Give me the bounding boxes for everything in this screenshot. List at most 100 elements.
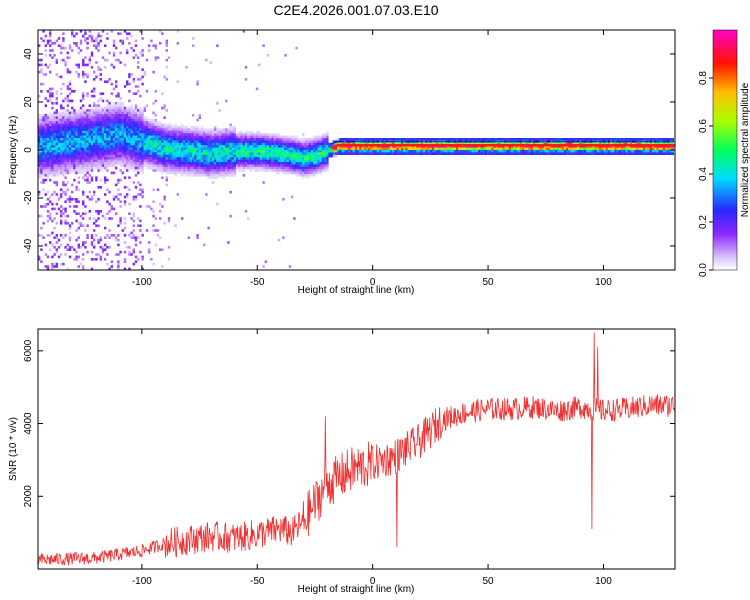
heatmap-cell — [203, 243, 206, 247]
heatmap-cell — [49, 140, 52, 143]
heatmap-cell — [368, 145, 371, 148]
heatmap-cell — [99, 109, 102, 112]
heatmap-cell — [93, 116, 96, 119]
heatmap-cell — [42, 188, 45, 191]
heatmap-cell — [132, 157, 135, 160]
heatmap-cell — [165, 183, 168, 187]
heatmap-cell — [93, 190, 96, 194]
heatmap-cell — [77, 226, 80, 230]
heatmap-cell — [161, 205, 164, 208]
heatmap-cell — [445, 152, 448, 155]
heatmap-cell — [302, 133, 305, 136]
heatmap-cell — [117, 111, 120, 115]
heatmap-cell — [141, 164, 144, 167]
heatmap-cell — [167, 219, 171, 223]
heatmap-cell — [225, 154, 228, 158]
heatmap-cell — [40, 114, 43, 117]
heatmap-cell — [337, 152, 340, 155]
heatmap-cell — [603, 152, 606, 155]
heatmap-cell — [295, 147, 298, 151]
heatmap-cell — [341, 152, 344, 155]
heatmap-cell — [662, 147, 666, 151]
heatmap-cell — [60, 118, 63, 122]
heatmap-cell — [326, 135, 329, 139]
heatmap-cell — [115, 123, 118, 127]
heatmap-cell — [71, 147, 74, 151]
heatmap-cell — [379, 140, 382, 143]
heatmap-cell — [339, 138, 342, 141]
heatmap-cell — [75, 147, 78, 151]
heatmap-cell — [152, 123, 155, 127]
heatmap-cell — [643, 150, 646, 153]
heatmap-cell — [214, 133, 217, 136]
heatmap-cell — [207, 159, 210, 163]
heatmap-cell — [304, 166, 307, 170]
heatmap-cell — [295, 142, 298, 146]
heatmap-cell — [38, 171, 41, 175]
heatmap-cell — [38, 118, 41, 122]
heatmap-cell — [115, 162, 118, 165]
heatmap-cell — [381, 152, 384, 155]
heatmap-cell — [84, 154, 87, 158]
heatmap-cell — [51, 231, 54, 235]
heatmap-cell — [93, 44, 96, 47]
heatmap-cell — [86, 224, 89, 227]
heatmap-cell — [207, 138, 210, 141]
heatmap-cell — [90, 140, 94, 143]
heatmap-cell — [40, 162, 43, 165]
heatmap-cell — [181, 174, 184, 177]
heatmap-cell — [271, 154, 274, 158]
heatmap-cell — [163, 164, 166, 167]
heatmap-cell — [90, 135, 94, 139]
heatmap-cell — [126, 32, 129, 35]
heatmap-cell — [205, 135, 208, 139]
heatmap-cell — [51, 140, 54, 143]
heatmap-cell — [49, 118, 52, 122]
heatmap-cell — [57, 37, 61, 40]
heatmap-cell — [121, 104, 124, 107]
heatmap-cell — [88, 133, 91, 136]
heatmap-cell — [222, 157, 226, 160]
heatmap-cell — [93, 70, 96, 74]
heatmap-cell — [242, 157, 245, 160]
heatmap-cell — [134, 152, 138, 155]
heatmap-cell — [170, 169, 173, 172]
heatmap-cell — [165, 157, 168, 160]
heatmap-cell — [93, 138, 96, 141]
heatmap-cell — [95, 111, 98, 115]
heatmap-cell — [44, 265, 47, 268]
heatmap-cell — [192, 154, 195, 158]
heatmap-cell — [51, 92, 54, 95]
heatmap-cell — [238, 140, 241, 143]
heatmap-cell — [57, 116, 61, 119]
heatmap-cell — [82, 70, 85, 74]
heatmap-cell — [84, 157, 87, 160]
heatmap-cell — [315, 135, 318, 139]
heatmap-cell — [77, 66, 80, 69]
heatmap-cell — [313, 147, 316, 151]
heatmap-cell — [51, 255, 54, 259]
heatmap-cell — [319, 157, 322, 160]
heatmap-cell — [196, 147, 199, 151]
heatmap-cell — [568, 138, 571, 141]
heatmap-cell — [150, 147, 153, 151]
heatmap-cell — [640, 140, 644, 143]
heatmap-cell — [649, 138, 652, 141]
heatmap-cell — [163, 195, 166, 199]
heatmap-cell — [53, 130, 56, 134]
heatmap-cell — [321, 169, 325, 172]
heatmap-cell — [269, 147, 272, 151]
heatmap-cell — [84, 169, 87, 172]
heatmap-cell — [229, 128, 232, 131]
heatmap-cell — [557, 140, 560, 143]
heatmap-cell — [97, 128, 100, 131]
heatmap-cell — [293, 138, 296, 141]
heatmap-cell — [60, 157, 63, 160]
heatmap-cell — [68, 133, 72, 136]
heatmap-cell — [82, 61, 85, 64]
heatmap-cell — [141, 162, 144, 165]
heatmap-cell — [137, 152, 140, 155]
heatmap-cell — [302, 142, 305, 146]
heatmap-cell — [95, 138, 98, 141]
heatmap-cell — [62, 82, 65, 86]
